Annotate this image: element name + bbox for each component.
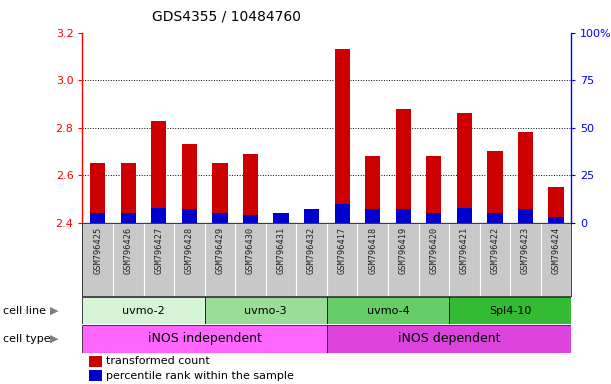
Bar	[426, 213, 441, 223]
Bar	[274, 213, 289, 223]
Text: GSM796423: GSM796423	[521, 227, 530, 274]
Bar	[82, 297, 205, 324]
Bar	[365, 156, 380, 223]
Text: cell type: cell type	[3, 334, 51, 344]
Bar	[549, 217, 564, 223]
Text: GSM796429: GSM796429	[216, 227, 224, 274]
Bar	[182, 209, 197, 223]
Text: uvmo-4: uvmo-4	[367, 306, 409, 316]
Bar	[335, 49, 349, 223]
Bar	[274, 213, 289, 223]
Bar	[457, 207, 472, 223]
Bar	[488, 151, 502, 223]
Text: iNOS dependent: iNOS dependent	[398, 332, 500, 345]
Bar	[304, 220, 320, 223]
Bar	[518, 132, 533, 223]
Bar	[90, 213, 106, 223]
Bar	[90, 163, 106, 223]
Text: GSM796432: GSM796432	[307, 227, 316, 274]
Text: GSM796417: GSM796417	[338, 227, 346, 274]
Bar	[549, 187, 564, 223]
Text: cell line: cell line	[3, 306, 46, 316]
Bar	[205, 297, 327, 324]
Bar	[182, 144, 197, 223]
Text: GSM796430: GSM796430	[246, 227, 255, 274]
Text: GSM796431: GSM796431	[277, 227, 285, 274]
Text: iNOS independent: iNOS independent	[148, 332, 262, 345]
Text: ▶: ▶	[49, 334, 58, 344]
Bar	[488, 213, 502, 223]
Bar	[121, 163, 136, 223]
Text: GDS4355 / 10484760: GDS4355 / 10484760	[152, 10, 301, 23]
Bar	[365, 209, 380, 223]
Text: GSM796421: GSM796421	[460, 227, 469, 274]
Bar	[457, 113, 472, 223]
Bar	[213, 163, 228, 223]
Text: uvmo-3: uvmo-3	[244, 306, 287, 316]
Bar	[396, 209, 411, 223]
Text: GSM796425: GSM796425	[93, 227, 102, 274]
Text: GSM796422: GSM796422	[491, 227, 499, 274]
Bar	[152, 207, 167, 223]
Bar	[396, 109, 411, 223]
Text: transformed count: transformed count	[106, 356, 210, 366]
Text: GSM796427: GSM796427	[155, 227, 163, 274]
Bar	[152, 121, 167, 223]
Text: GSM796424: GSM796424	[552, 227, 560, 274]
Bar	[327, 297, 449, 324]
Bar	[426, 156, 441, 223]
Bar	[213, 213, 228, 223]
Bar	[243, 215, 258, 223]
Bar	[518, 209, 533, 223]
Bar	[243, 154, 258, 223]
Bar	[449, 297, 571, 324]
Text: GSM796428: GSM796428	[185, 227, 194, 274]
Bar	[82, 325, 327, 353]
Bar	[327, 325, 571, 353]
Text: Spl4-10: Spl4-10	[489, 306, 532, 316]
Text: percentile rank within the sample: percentile rank within the sample	[106, 371, 293, 381]
Bar	[121, 213, 136, 223]
Text: GSM796426: GSM796426	[124, 227, 133, 274]
Text: GSM796419: GSM796419	[399, 227, 408, 274]
Text: GSM796420: GSM796420	[430, 227, 438, 274]
Text: uvmo-2: uvmo-2	[122, 306, 165, 316]
Bar	[335, 204, 349, 223]
Text: ▶: ▶	[49, 306, 58, 316]
Text: GSM796418: GSM796418	[368, 227, 377, 274]
Bar	[304, 209, 320, 223]
